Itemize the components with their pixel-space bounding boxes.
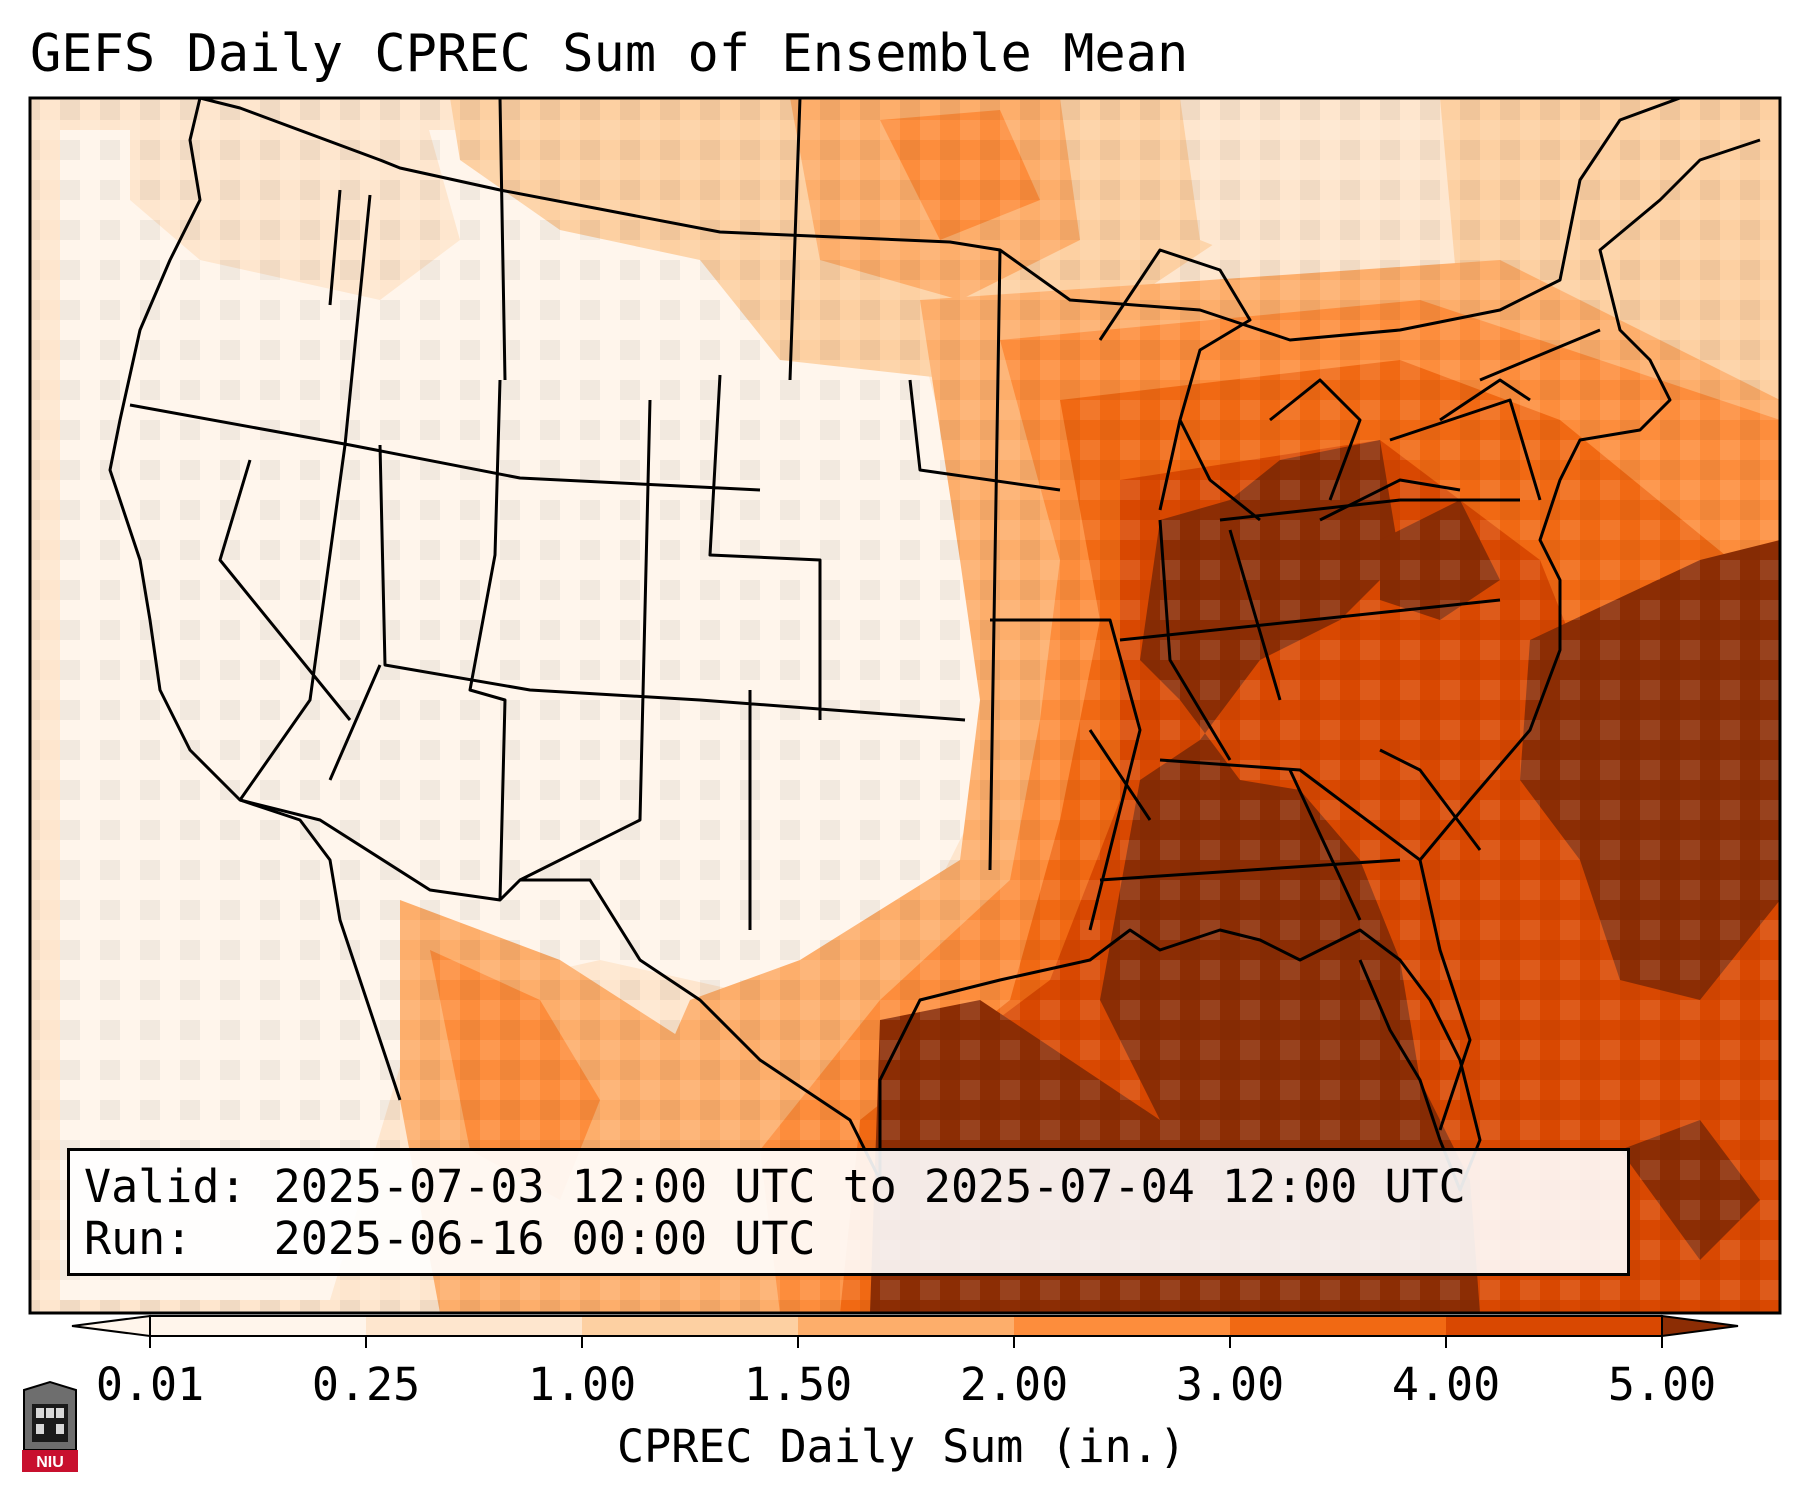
run-value: 2025-06-16 00:00 UTC (273, 1212, 816, 1265)
precip-field (30, 98, 1780, 1313)
colorbar-outline (149, 1315, 1663, 1337)
logo-text: NIU (36, 1454, 64, 1471)
colorbar-label: CPREC Daily Sum (in.) (617, 1420, 1186, 1473)
state-lines (129, 98, 1601, 931)
colorbar-segment (150, 1316, 366, 1336)
colorbar (71, 1314, 1739, 1348)
valid-line: Valid: 2025-07-03 12:00 UTC to 2025-07-0… (84, 1161, 1466, 1213)
valid-label: Valid: (84, 1160, 247, 1213)
colorbar-tick-label: 1.00 (527, 1358, 637, 1411)
colorbar-tick-label: 2.00 (959, 1358, 1069, 1411)
colorbar-extend-left (71, 1314, 151, 1338)
great-lakes (1098, 248, 1531, 522)
colorbar-tick-label: 1.50 (743, 1358, 853, 1411)
colorbar-tick-label: 3.00 (1175, 1358, 1285, 1411)
niu-logo: NIU (22, 1380, 78, 1472)
map-frame (28, 96, 1782, 1315)
colorbar-segment (1446, 1316, 1662, 1336)
colorbar-tick-label: 0.01 (95, 1358, 205, 1411)
run-line: Run: 2025-06-16 00:00 UTC (84, 1213, 816, 1265)
border-canada-us (199, 98, 1681, 342)
valid-value: 2025-07-03 12:00 UTC to 2025-07-04 12:00… (273, 1160, 1466, 1213)
border-us-mexico (239, 798, 882, 1181)
map-title: GEFS Daily CPREC Sum of Ensemble Mean (30, 24, 1189, 84)
colorbar-segment (1230, 1316, 1446, 1336)
logo-red-bar (22, 1450, 78, 1472)
info-box: Valid: 2025-07-03 12:00 UTC to 2025-07-0… (67, 1148, 1630, 1276)
colorbar-extend-right (1661, 1314, 1739, 1338)
colorbar-tick-label: 4.00 (1391, 1358, 1501, 1411)
colorbar-segment (1014, 1316, 1230, 1336)
colorbar-tick-label: 5.00 (1607, 1358, 1717, 1411)
colorbar-segment (798, 1316, 1014, 1336)
colorbar-segment (366, 1316, 582, 1336)
west-coast (108, 98, 402, 1101)
colorbar-segment (582, 1316, 798, 1336)
run-label: Run: (84, 1212, 193, 1265)
colorbar-tick-label: 0.25 (311, 1358, 421, 1411)
